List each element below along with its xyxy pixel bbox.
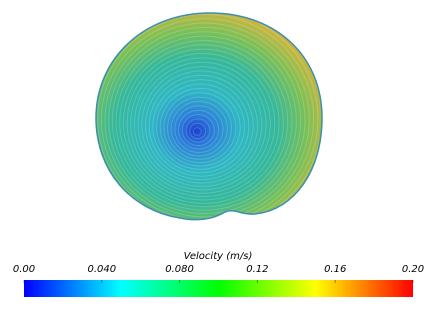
colorbar-tick-label: 0.00 [13,264,35,275]
colorbar-tick-label: 0.080 [165,264,194,275]
colorbar-title: Velocity (m/s) [184,251,253,262]
colorbar [24,280,413,297]
colorbar-tick-label: 0.16 [324,264,346,275]
colorbar-tick-label: 0.20 [402,264,424,275]
streamlines [96,13,322,220]
velocity-field [96,13,322,220]
colorbar-tick-label: 0.040 [87,264,116,275]
field-fill [96,13,322,220]
colorbar-tick-label: 0.12 [246,264,268,275]
field-outline [95,12,323,221]
